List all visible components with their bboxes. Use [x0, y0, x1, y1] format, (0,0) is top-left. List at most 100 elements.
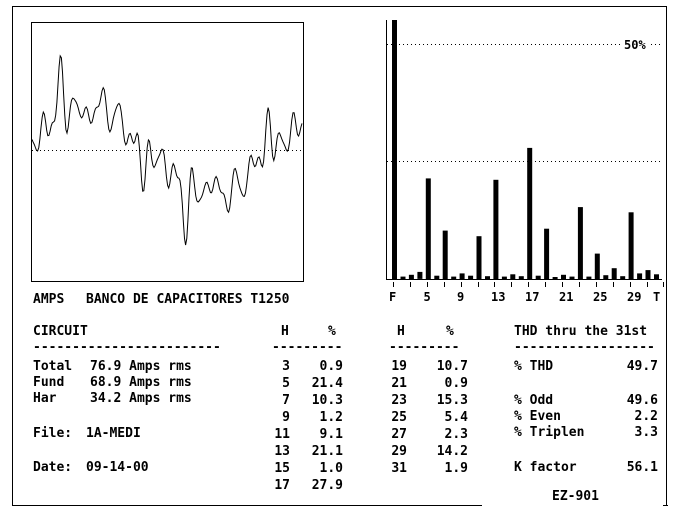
spectrum-even-bar-20 [552, 277, 558, 279]
table1-pct-header: % [328, 324, 336, 339]
spectrum-bar-11 [476, 236, 482, 279]
table1-divider: --------- [272, 340, 343, 355]
spectrum-tick-label-F: F [389, 290, 397, 304]
spectrum-tick-mark [629, 282, 631, 287]
spectrum-even-bar-24 [586, 276, 592, 279]
harmonic-percent: 0.9 [319, 359, 343, 374]
spectrum-tick-mark [528, 282, 530, 287]
date-value: 09-14-00 [86, 460, 149, 475]
spectrum-bar-3 [408, 274, 414, 279]
triplen-label: % Triplen [514, 425, 585, 440]
spectrum-even-bar-32 [654, 274, 659, 279]
spectrum-tick-label-21: 21 [559, 290, 574, 304]
waveform-panel [31, 22, 304, 282]
summary-divider: ------------------ [514, 340, 655, 355]
thd-label: % THD [514, 359, 554, 374]
fund-value: 68.9 Amps rms [90, 375, 192, 390]
table2-pct-header: % [446, 324, 454, 339]
waveform-trace [31, 54, 303, 246]
file-label: File: [33, 426, 73, 441]
spectrum-bar-F [392, 20, 397, 279]
table1-h-header: H [281, 324, 289, 339]
harmonic-number: 21 [391, 376, 407, 391]
waveform-units-label: AMPS [33, 292, 65, 307]
spectrum-even-bar-6 [434, 275, 440, 279]
spectrum-even-bar-14 [501, 276, 507, 279]
spectrum-tick-mark [663, 282, 665, 287]
spectrum-bar-9 [459, 273, 465, 279]
spectrum-bar-29 [628, 212, 634, 279]
screen-frame [12, 6, 667, 506]
frame-bottom-border [12, 505, 482, 506]
thd-value: 49.7 [626, 359, 658, 374]
spectrum-even-bar-28 [620, 276, 626, 279]
harmonic-percent: 27.9 [311, 478, 343, 493]
spectrum-tick-label-29: 29 [627, 290, 642, 304]
har-label: Har [33, 391, 57, 406]
spectrum-tick-mark [545, 282, 547, 287]
circuit-header: CIRCUIT [33, 324, 88, 339]
harmonic-number: 17 [274, 478, 290, 493]
frame-bottom-border-tail [663, 505, 668, 506]
spectrum-bar-13 [493, 179, 499, 279]
harmonic-percent: 15.3 [436, 393, 468, 408]
spectrum-bar-27 [611, 268, 617, 279]
harmonic-percent: 0.9 [444, 376, 468, 391]
harmonic-number: 31 [391, 461, 407, 476]
harmonic-percent: 21.4 [311, 376, 343, 391]
waveform-title: BANCO DE CAPACITORES T1250 [86, 292, 290, 307]
spectrum-bar-17 [527, 147, 533, 279]
odd-label: % Odd [514, 393, 554, 408]
spectrum-tick-mark [595, 282, 597, 287]
spectrum-plot [386, 20, 662, 280]
kfactor-value: 56.1 [626, 460, 658, 475]
table2-divider: --------- [389, 340, 460, 355]
harmonic-number: 11 [274, 427, 290, 442]
harmonic-percent: 21.1 [311, 444, 343, 459]
file-value: 1A-MEDI [86, 426, 141, 441]
harmonic-percent: 9.1 [319, 427, 343, 442]
spectrum-50pct-label: 50% [622, 38, 648, 53]
spectrum-even-bar-22 [569, 276, 575, 279]
date-label: Date: [33, 460, 73, 475]
circuit-divider: ------------------------ [33, 340, 221, 355]
spectrum-tick-label-5: 5 [423, 290, 431, 304]
harmonic-percent: 1.9 [444, 461, 468, 476]
harmonic-number: 15 [274, 461, 290, 476]
spectrum-panel [386, 20, 662, 282]
spectrum-even-bar-2 [400, 276, 406, 279]
spectrum-even-bar-16 [518, 276, 524, 279]
harmonic-percent: 10.7 [436, 359, 468, 374]
spectrum-tick-label-13: 13 [491, 290, 506, 304]
spectrum-bar-23 [577, 207, 583, 279]
harmonic-number: 5 [282, 376, 290, 391]
spectrum-bar-31 [645, 270, 651, 279]
spectrum-tick-mark [477, 282, 479, 287]
spectrum-even-bar-12 [485, 276, 490, 279]
spectrum-tick-mark [409, 282, 411, 287]
spectrum-even-bar-26 [603, 275, 609, 279]
even-value: 2.2 [634, 409, 658, 424]
harmonic-number: 29 [391, 444, 407, 459]
spectrum-tick-mark [578, 282, 580, 287]
spectrum-tick-mark [612, 282, 614, 287]
spectrum-tick-mark [426, 282, 428, 287]
harmonic-percent: 10.3 [311, 393, 343, 408]
spectrum-tick-mark [562, 282, 563, 287]
spectrum-bar-19 [544, 228, 550, 279]
harmonic-number: 27 [391, 427, 407, 442]
spectrum-tick-mark [646, 282, 648, 287]
spectrum-tick-label-17: 17 [525, 290, 540, 304]
harmonic-percent: 1.0 [319, 461, 343, 476]
spectrum-tick-mark [511, 282, 513, 287]
kfactor-label: K factor [514, 460, 577, 475]
odd-value: 49.6 [626, 393, 658, 408]
fund-label: Fund [33, 375, 65, 390]
model-label: EZ-901 [552, 489, 599, 504]
spectrum-bar-21 [561, 274, 566, 279]
table2-h-header: H [397, 324, 405, 339]
spectrum-bar-5 [425, 178, 431, 279]
spectrum-tick-mark [460, 282, 462, 287]
harmonic-number: 23 [391, 393, 407, 408]
spectrum-tick-mark [393, 282, 394, 287]
